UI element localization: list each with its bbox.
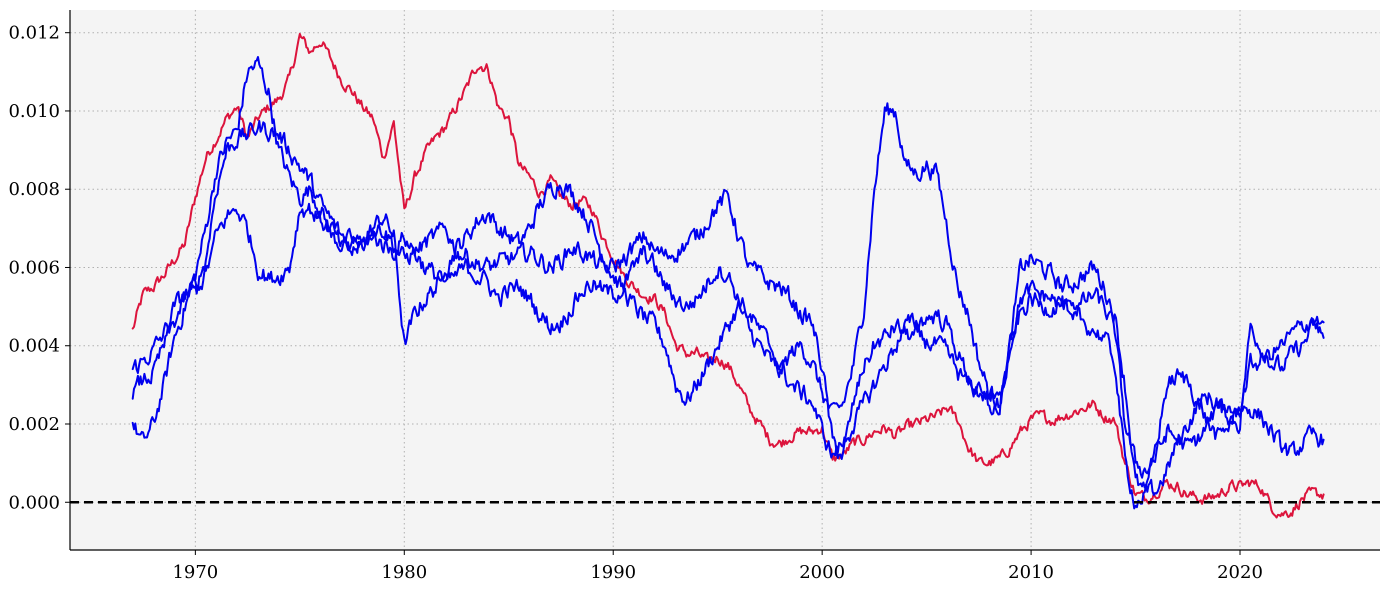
- series-line-3: [131, 120, 1325, 479]
- y-tick-label: 0.000: [8, 492, 60, 513]
- x-tick-label: 1980: [381, 562, 427, 583]
- x-tick-label: 2010: [1008, 562, 1054, 583]
- axes: [69, 10, 1380, 551]
- x-tick-label: 2000: [799, 562, 845, 583]
- y-tick-label: 0.002: [8, 414, 60, 435]
- series-line-2: [131, 56, 1325, 496]
- series-group: [131, 32, 1325, 519]
- y-tick-label: 0.010: [8, 101, 60, 122]
- y-tick-label: 0.008: [8, 179, 60, 200]
- y-tick-label: 0.004: [8, 336, 60, 357]
- x-tick-label: 1970: [172, 562, 218, 583]
- x-axis-ticks: 1970 1980 1990 2000 2010 2020: [172, 550, 1263, 583]
- y-tick-label: 0.012: [8, 23, 60, 44]
- series-line-1: [131, 32, 1325, 519]
- x-tick-label: 1990: [590, 562, 636, 583]
- plot-area: [70, 10, 1380, 550]
- y-axis-ticks: 0.000 0.002 0.004 0.006 0.008 0.010 0.012: [8, 23, 70, 513]
- y-tick-label: 0.006: [8, 257, 60, 278]
- series-line-4: [131, 202, 1325, 510]
- x-tick-label: 2020: [1217, 562, 1263, 583]
